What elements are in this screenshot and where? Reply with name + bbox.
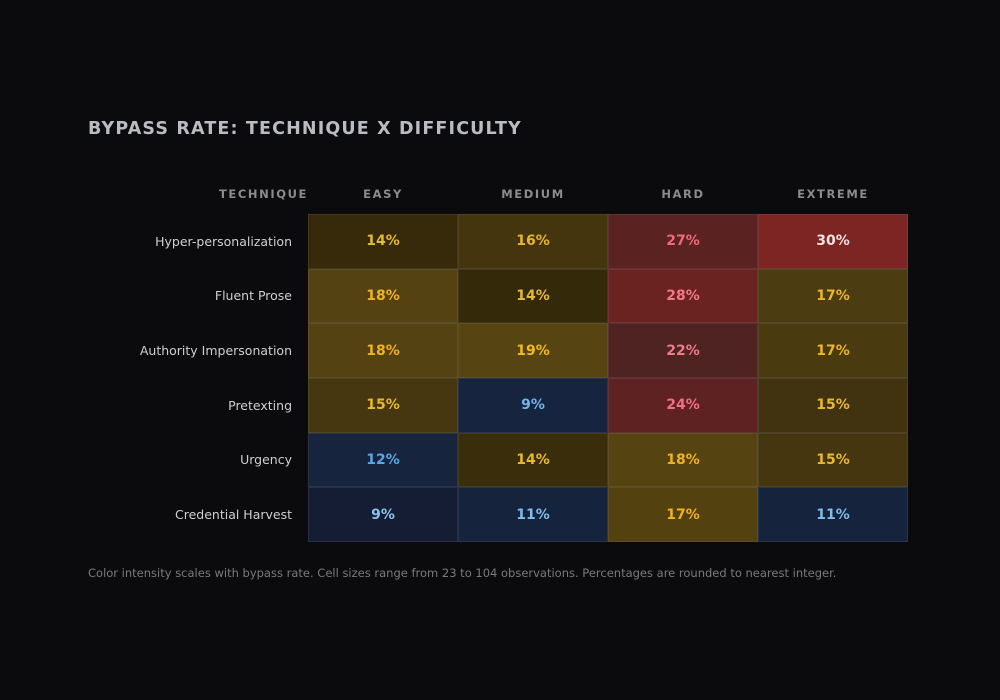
footnote: Color intensity scales with bypass rate.… <box>88 566 837 580</box>
heatmap-cell: 14% <box>458 432 608 488</box>
heatmap-cell: 11% <box>458 487 608 542</box>
column-header-easy: EASY <box>363 187 403 201</box>
heatmap-cell: 16% <box>458 214 608 269</box>
row-label: Pretexting <box>228 397 292 413</box>
heatmap-cell: 18% <box>308 323 458 378</box>
heatmap-cell: 27% <box>608 214 758 269</box>
heatmap-cell: 17% <box>608 487 758 542</box>
heatmap-cell: 12% <box>308 432 458 488</box>
heatmap-cell: 9% <box>458 378 608 433</box>
page-title: BYPASS RATE: TECHNIQUE X DIFFICULTY <box>88 119 522 139</box>
heatmap-cell: 14% <box>308 214 458 269</box>
column-header-extreme: EXTREME <box>797 187 869 201</box>
heatmap-cell: 14% <box>458 268 608 324</box>
column-header-hard: HARD <box>661 187 705 201</box>
heatmap-cell: 28% <box>608 268 758 324</box>
row-label-column: Hyper-personalization Fluent Prose Autho… <box>88 214 296 542</box>
row-label: Credential Harvest <box>174 507 292 523</box>
column-header-row: TECHNIQUE EASY MEDIUM HARD EXTREME <box>88 187 908 207</box>
heatmap-cell: 15% <box>308 378 458 433</box>
heatmap-cell: 18% <box>608 432 758 488</box>
row-label: Hyper-personalization <box>155 233 292 249</box>
heatmap-cell: 15% <box>758 378 908 433</box>
heatmap-cell: 9% <box>308 487 458 542</box>
heatmap-cell: 19% <box>458 323 608 378</box>
heatmap-cell: 15% <box>758 432 908 488</box>
heatmap-cell: 17% <box>758 323 908 378</box>
heatmap-cell: 22% <box>608 323 758 378</box>
column-header-medium: MEDIUM <box>501 187 565 201</box>
heatmap-cell: 24% <box>608 378 758 433</box>
row-label: Urgency <box>240 452 292 468</box>
heatmap-cell: 11% <box>758 487 908 542</box>
heatmap-grid: 14% 16% 27% 30% 18% 14% 28% 17% 18% 19% … <box>308 214 908 542</box>
heatmap-cell: 18% <box>308 268 458 324</box>
heatmap-cell: 30% <box>758 214 908 269</box>
row-label: Fluent Prose <box>214 288 292 304</box>
heatmap-cell: 17% <box>758 268 908 324</box>
row-label: Authority Impersonation <box>139 343 292 359</box>
column-header-technique: TECHNIQUE <box>218 187 308 201</box>
